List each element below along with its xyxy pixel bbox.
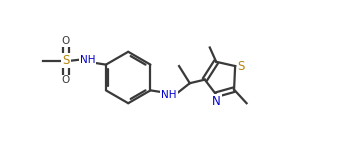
- Text: S: S: [62, 54, 69, 67]
- Text: O: O: [62, 75, 70, 85]
- Text: S: S: [238, 60, 245, 73]
- Text: O: O: [62, 36, 70, 46]
- Text: NH: NH: [80, 55, 95, 65]
- Text: NH: NH: [161, 90, 177, 100]
- Text: N: N: [212, 95, 221, 108]
